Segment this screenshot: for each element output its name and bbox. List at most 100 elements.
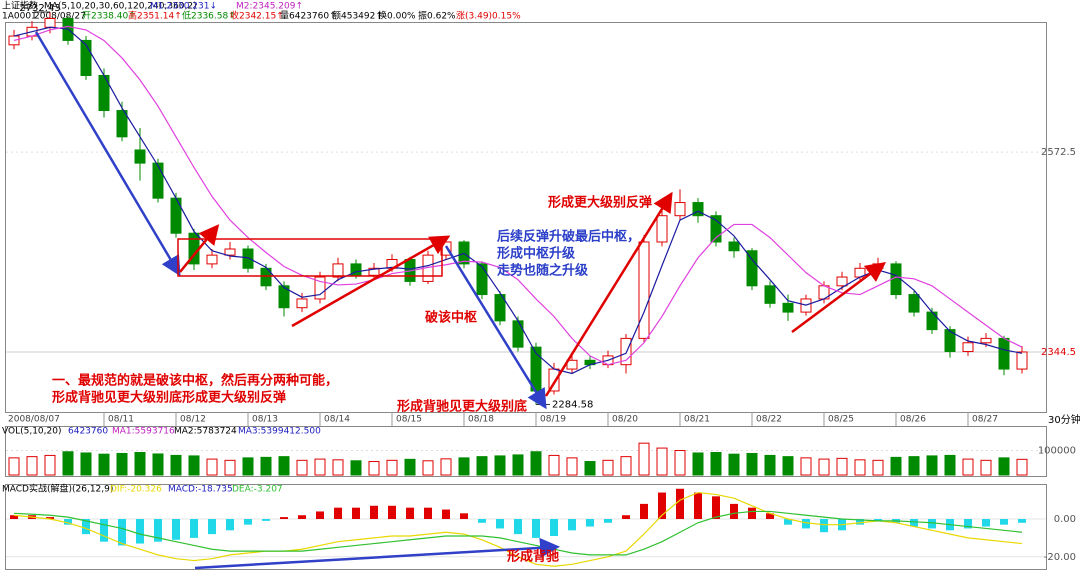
macd-bar: [478, 519, 486, 523]
volume-bar: [116, 452, 128, 476]
x-tick-label: 2008/08/07: [8, 415, 60, 425]
macd-bar: [964, 519, 972, 529]
volume-bar: [710, 451, 722, 476]
volume-bar: [926, 455, 938, 476]
volume-header: MA2:5783724: [174, 427, 237, 437]
header-text: 额453492↑: [332, 10, 383, 22]
candle-body: [728, 241, 740, 252]
macd-bar: [658, 492, 666, 519]
volume-bar: [656, 447, 668, 476]
y-tick-label: 2572.5: [1041, 147, 1076, 158]
macd-bar: [712, 496, 720, 519]
macd-bar: [676, 488, 684, 519]
volume-bar: [314, 458, 326, 476]
volume-panel: [5, 426, 1047, 477]
macd-line: [13, 510, 1023, 556]
x-tick-label: 08/11: [108, 415, 134, 425]
macd-bar: [388, 505, 396, 519]
volume-bar: [836, 457, 848, 476]
volume-bar: [476, 456, 488, 476]
macd-bar: [928, 519, 936, 529]
macd-bar: [1018, 519, 1026, 523]
candle-body: [44, 18, 56, 28]
candle-body: [764, 285, 776, 304]
macd-bar: [82, 519, 90, 535]
macd-bar: [820, 519, 828, 533]
header-text: 振0.62%: [418, 10, 456, 22]
volume-bar: [980, 459, 992, 476]
header-text: M1:2330.231↓: [150, 2, 217, 12]
y-tick-label: 100000: [1038, 446, 1076, 457]
volume-bar: [350, 460, 362, 476]
volume-bar: [170, 454, 182, 476]
annotation: 后续反弹升破最后中枢，: [497, 229, 640, 245]
header-text: 开2338.40↑: [82, 11, 136, 22]
volume-bar: [908, 456, 920, 476]
macd-bar: [352, 507, 360, 519]
header-text: M2:2345.209↑: [236, 2, 303, 12]
macd-bar: [226, 519, 234, 531]
blue-arrow: [194, 537, 560, 570]
volume-bar: [674, 450, 686, 476]
volume-bar: [746, 452, 758, 476]
candle-body: [566, 359, 578, 370]
header-text: 收2342.15↑: [230, 10, 284, 22]
macd-bar: [100, 519, 108, 542]
volume-bar: [494, 455, 506, 476]
candle-body: [656, 215, 668, 243]
candle-body: [314, 276, 326, 300]
volume-bar: [296, 459, 308, 476]
blue-arrow: [34, 31, 181, 277]
macd-bar: [514, 519, 522, 535]
macd-bar: [316, 511, 324, 519]
macd-bar: [874, 519, 882, 521]
annotation: 形成中枢升级: [497, 246, 576, 262]
candle-body: [782, 302, 794, 313]
candle-body: [962, 342, 974, 353]
candle-body: [134, 149, 146, 164]
candle-body: [116, 110, 128, 138]
macd-bar: [10, 515, 18, 519]
x-tick-label: 08/19: [540, 415, 566, 425]
annotation: 形成背驰见更大级别底: [397, 399, 527, 415]
macd-bar: [550, 519, 558, 536]
macd-bar: [910, 519, 918, 527]
last-price-label: 2344.5: [1041, 347, 1076, 358]
volume-bar: [620, 456, 632, 476]
volume-bar: [692, 452, 704, 476]
volume-bar: [818, 458, 830, 476]
macd-bar: [406, 507, 414, 519]
volume-bar: [566, 457, 578, 476]
macd-bar: [208, 519, 216, 535]
volume-bar: [206, 458, 218, 476]
macd-bar: [172, 519, 180, 540]
drawings: [34, 31, 887, 570]
macd-bar: [856, 519, 864, 525]
macd-bar: [568, 519, 576, 531]
candle-body: [152, 162, 164, 199]
annotation: 破该中枢: [425, 310, 477, 326]
macd-bar: [244, 519, 252, 525]
volume-bar: [728, 453, 740, 476]
pivot-box: [177, 238, 443, 277]
macd-bar: [640, 503, 648, 519]
x-tick-label: 08/22: [756, 415, 782, 425]
candle-body: [746, 250, 758, 287]
candle-body: [476, 263, 488, 296]
volume-bar: [998, 457, 1010, 476]
volume-bar: [242, 457, 254, 476]
macd-line: [13, 491, 1023, 567]
candle-body: [980, 337, 992, 344]
volume-bar: [368, 461, 380, 476]
macd-bar: [766, 513, 774, 519]
x-tick-label: 08/15: [396, 415, 422, 425]
volume-header: VOL(5,10,20): [2, 427, 61, 437]
header-text: 2008/08/27: [34, 12, 86, 22]
macd-bar: [118, 519, 126, 546]
candle-body: [674, 202, 686, 217]
candle-body: [206, 254, 218, 265]
blue-arrow: [444, 245, 547, 410]
annotation: 形成背驰: [507, 549, 559, 565]
